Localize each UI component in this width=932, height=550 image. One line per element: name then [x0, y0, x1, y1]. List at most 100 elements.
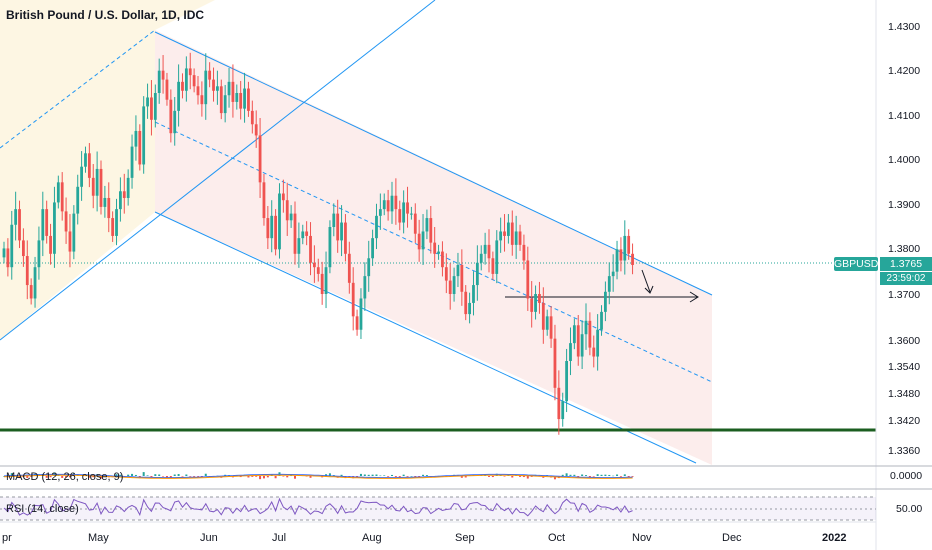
- macd-histogram-bar: [173, 474, 176, 476]
- candle-body: [305, 231, 309, 236]
- candle-body: [60, 182, 64, 212]
- price-tick-label: 1.4300: [888, 21, 920, 33]
- candle-body: [375, 215, 378, 239]
- macd-histogram-bar: [631, 476, 634, 477]
- candle-body: [161, 70, 165, 80]
- macd-value-bg: [880, 470, 930, 484]
- price-tick-label: 1.4200: [888, 65, 920, 77]
- candle-body: [410, 213, 413, 215]
- macd-histogram-bar: [204, 473, 207, 476]
- up-channel-fill: [0, 0, 215, 340]
- macd-histogram-bar: [119, 474, 122, 476]
- candle-body: [142, 106, 146, 165]
- macd-histogram-bar: [491, 476, 494, 478]
- candle-body: [553, 338, 557, 388]
- candle-body: [363, 276, 367, 299]
- rsi-line: [3, 497, 633, 517]
- down-channel-upper-line[interactable]: [154, 31, 713, 296]
- macd-histogram-bar: [488, 476, 490, 477]
- candle-body: [444, 267, 448, 281]
- horizontal-arrow-head: [689, 291, 699, 303]
- indicator-panes: [0, 465, 932, 521]
- time-tick-label: Dec: [722, 532, 742, 544]
- candle-body: [138, 130, 142, 165]
- macd-histogram-bar: [193, 476, 196, 477]
- macd-histogram-bar: [375, 474, 378, 476]
- candle-body: [285, 200, 289, 221]
- candle-body: [320, 273, 324, 295]
- candle-body: [91, 177, 95, 196]
- candle-body: [150, 97, 153, 120]
- macd-value: 0.0000: [890, 470, 923, 482]
- macd-histogram-bar: [561, 474, 564, 476]
- candle-body: [596, 329, 600, 357]
- macd-histogram-bar: [154, 474, 157, 476]
- candle-body: [604, 291, 607, 312]
- candle-body: [437, 251, 440, 254]
- down-channel-mid-line[interactable]: [154, 121, 713, 383]
- macd-histogram-bar: [387, 476, 390, 477]
- candle-body: [464, 291, 468, 315]
- candle-body: [37, 240, 41, 268]
- candle-body: [576, 325, 580, 357]
- macd-histogram-bar: [247, 476, 250, 478]
- candle-body: [134, 130, 138, 147]
- up-channel-mid-line[interactable]: [0, 29, 156, 149]
- macd-histogram-bar: [142, 472, 145, 476]
- up-channel-lower-line[interactable]: [0, 0, 436, 341]
- down-channel-lower-line[interactable]: [154, 211, 697, 464]
- price-tick-label: 1.3900: [888, 199, 920, 211]
- candle-body: [313, 262, 316, 268]
- candle-body: [336, 213, 340, 241]
- candle-body: [332, 213, 336, 228]
- macd-histogram-bar: [604, 474, 607, 476]
- macd-histogram-bar: [197, 476, 199, 477]
- candle-body: [421, 231, 425, 250]
- candle-body: [254, 124, 258, 136]
- time-tick-label: Jul: [272, 532, 286, 544]
- candle-body: [475, 262, 479, 286]
- candle-body: [600, 311, 603, 330]
- candle-body: [448, 280, 452, 295]
- macd-histogram-bar: [503, 476, 506, 477]
- candle-body: [386, 200, 390, 212]
- macd-histogram-bar: [127, 474, 130, 476]
- candle-body: [549, 316, 553, 339]
- candle-body: [18, 209, 21, 241]
- price-tick-label: 1.3540: [888, 361, 920, 373]
- candle-body: [126, 177, 130, 198]
- macd-histogram-bar: [131, 473, 134, 476]
- candle-body: [518, 231, 522, 245]
- candle-body: [153, 93, 157, 120]
- candle-body: [10, 224, 14, 268]
- macd-histogram-bar: [612, 475, 615, 477]
- candle-body: [545, 316, 549, 330]
- candle-body: [146, 97, 149, 107]
- candle-body: [355, 316, 359, 330]
- macd-histogram-bar: [158, 474, 161, 476]
- candle-body: [510, 222, 514, 245]
- macd-histogram-bar: [526, 476, 529, 479]
- rsi-label[interactable]: RSI (14, close): [6, 503, 79, 515]
- macd-label[interactable]: MACD (12, 26, close, 9): [6, 471, 124, 483]
- candle-body: [631, 253, 634, 265]
- down-arrow[interactable]: [641, 269, 651, 293]
- candle-body: [2, 248, 6, 258]
- candle-body: [274, 215, 277, 250]
- candle-body: [192, 75, 196, 87]
- macd-histogram-bar: [623, 474, 626, 476]
- candle-body: [177, 81, 180, 111]
- macd-histogram-bar: [266, 476, 269, 478]
- macd-histogram-bar: [519, 476, 522, 477]
- candle-body: [95, 168, 99, 196]
- candle-body: [216, 86, 219, 91]
- candle-body: [452, 276, 456, 295]
- candle-body: [584, 320, 588, 335]
- candle-body: [6, 248, 10, 268]
- candle-body: [514, 231, 518, 245]
- candle-body: [212, 79, 215, 91]
- candle-body: [107, 197, 111, 219]
- time-tick-label: 2022: [822, 532, 846, 544]
- macd-histogram-bar: [239, 476, 242, 478]
